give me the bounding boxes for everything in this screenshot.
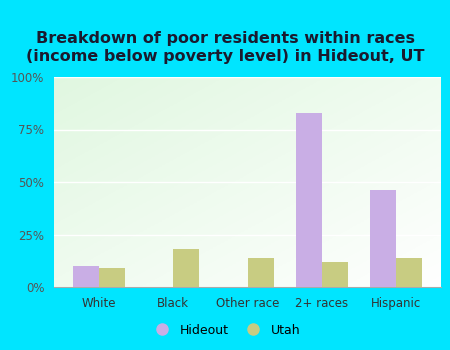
- Bar: [370, 190, 396, 287]
- Bar: [72, 266, 99, 287]
- Bar: [396, 258, 423, 287]
- Legend: Hideout, Utah: Hideout, Utah: [146, 320, 304, 340]
- Bar: [296, 113, 322, 287]
- Bar: [99, 268, 125, 287]
- Text: Breakdown of poor residents within races
(income below poverty level) in Hideout: Breakdown of poor residents within races…: [26, 32, 424, 64]
- Bar: [322, 262, 348, 287]
- Bar: [173, 249, 199, 287]
- Bar: [248, 258, 274, 287]
